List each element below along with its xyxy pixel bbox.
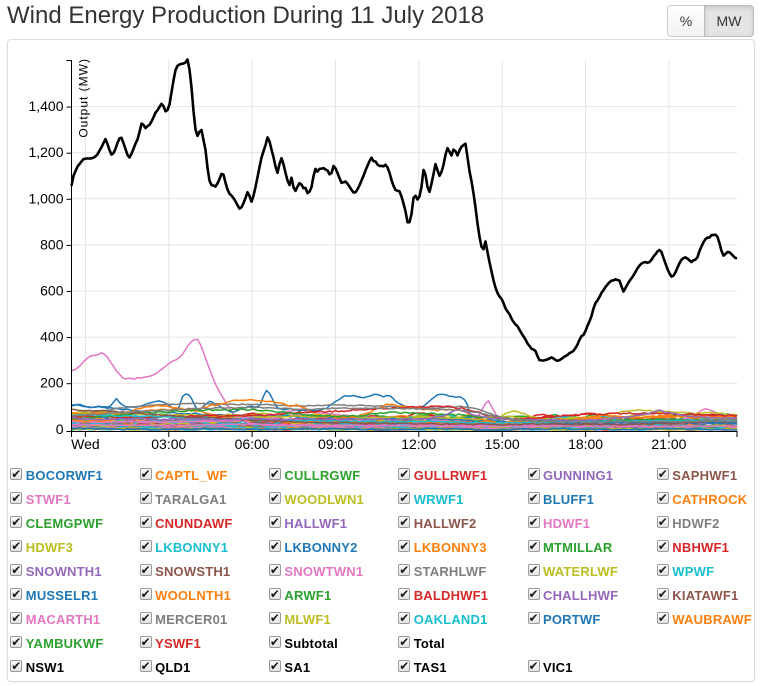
- svg-text:Wed: Wed: [71, 436, 100, 452]
- svg-text:0: 0: [56, 421, 64, 437]
- svg-text:600: 600: [40, 283, 64, 299]
- svg-text:800: 800: [40, 236, 64, 252]
- svg-text:09:00: 09:00: [318, 436, 353, 452]
- svg-text:21:00: 21:00: [651, 436, 686, 452]
- svg-text:200: 200: [40, 375, 64, 391]
- svg-text:12:00: 12:00: [401, 436, 436, 452]
- svg-text:Output (MW): Output (MW): [77, 58, 91, 138]
- svg-text:03:00: 03:00: [151, 436, 186, 452]
- svg-text:06:00: 06:00: [235, 436, 270, 452]
- svg-text:18:00: 18:00: [568, 436, 603, 452]
- svg-text:1,400: 1,400: [28, 98, 63, 114]
- svg-text:15:00: 15:00: [485, 436, 520, 452]
- svg-text:1,000: 1,000: [28, 190, 63, 206]
- svg-text:1,200: 1,200: [28, 144, 63, 160]
- svg-text:400: 400: [40, 329, 64, 345]
